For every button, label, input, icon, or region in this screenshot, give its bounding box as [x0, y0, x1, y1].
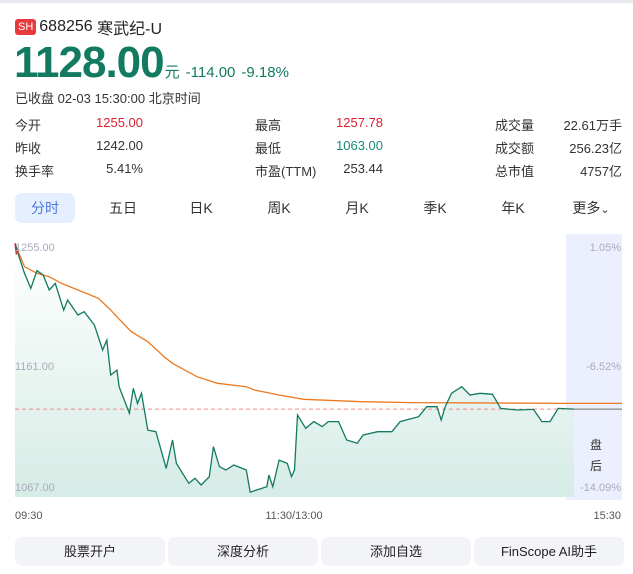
- open-account-button[interactable]: 股票开户: [15, 537, 165, 566]
- exchange-badge: SH: [15, 19, 37, 35]
- stat-value: 1255.00: [96, 115, 143, 130]
- chevron-down-icon: ⌄: [600, 204, 610, 216]
- price-change: -114.00: [185, 64, 236, 81]
- add-watchlist-button[interactable]: 添加自选: [321, 537, 471, 566]
- action-bar: 股票开户 深度分析 添加自选 FinScope AI助手: [15, 537, 624, 566]
- tab-7[interactable]: 更多⌄: [561, 193, 621, 223]
- pct-tick-label: -6.52%: [586, 361, 621, 373]
- period-tabs: 分时 五日 日K 周K 月K 季K 年K 更多⌄: [15, 193, 625, 223]
- stat-label: 成交额: [495, 141, 535, 156]
- stat-label: 市盈(TTM): [255, 164, 317, 179]
- pct-tick-label: 1.05%: [590, 242, 621, 254]
- tab-3[interactable]: 周K: [249, 193, 309, 223]
- stat-label: 最高: [255, 118, 282, 133]
- x-tick-label: 15:30: [593, 510, 621, 522]
- stat-value: 5.41%: [106, 161, 143, 176]
- price-block: 1128.00 元 -114.00 -9.18%: [14, 38, 289, 88]
- stat-label: 换手率: [15, 164, 55, 179]
- stat-value: 4757亿: [580, 164, 622, 179]
- tab-1[interactable]: 五日: [93, 193, 153, 223]
- y-tick-label: 1255.00: [15, 242, 55, 254]
- stat-value: 256.23亿: [569, 141, 622, 156]
- stat-value: 22.61万手: [563, 118, 622, 133]
- tab-0[interactable]: 分时: [15, 193, 75, 223]
- tab-6[interactable]: 年K: [483, 193, 543, 223]
- market-status: 已收盘 02-03 15:30:00 北京时间: [15, 91, 201, 106]
- price-change-pct: -9.18%: [241, 64, 289, 81]
- stat-value: 1257.78: [336, 115, 383, 130]
- stat-label: 今开: [15, 118, 42, 133]
- x-tick-label: 11:30/13:00: [265, 510, 322, 522]
- tab-label: 周K: [267, 200, 291, 216]
- after-hours-band: [566, 234, 622, 500]
- price-line: [14, 243, 575, 493]
- tab-label: 年K: [501, 200, 525, 216]
- after-hours-label: 后: [590, 459, 602, 473]
- stat-value: 1242.00: [96, 138, 143, 153]
- after-hours-label: 盘: [590, 437, 602, 452]
- stock-code: 688256: [39, 18, 93, 35]
- tab-label: 五日: [109, 200, 137, 216]
- tab-2[interactable]: 日K: [171, 193, 231, 223]
- stat-value: 1063.00: [336, 138, 383, 153]
- deep-analysis-button[interactable]: 深度分析: [168, 537, 318, 566]
- stock-title: SH 688256 寒武纪-U: [15, 15, 162, 39]
- stat-label: 成交量: [495, 118, 535, 133]
- tab-label: 月K: [345, 200, 369, 216]
- average-price-line: [14, 243, 623, 405]
- y-tick-label: 1161.00: [15, 361, 54, 373]
- ai-assistant-button[interactable]: FinScope AI助手: [474, 537, 624, 566]
- x-tick-label: 09:30: [15, 510, 43, 522]
- tab-4[interactable]: 月K: [327, 193, 387, 223]
- current-price: 1128.00: [14, 38, 165, 87]
- tab-5[interactable]: 季K: [405, 193, 465, 223]
- tab-label: 日K: [189, 200, 213, 216]
- stat-label: 昨收: [15, 141, 42, 156]
- stock-name: 寒武纪-U: [97, 21, 163, 38]
- stat-label: 总市值: [495, 164, 535, 179]
- tab-label: 更多: [572, 200, 601, 216]
- price-area-fill: [15, 243, 574, 497]
- stat-label: 最低: [255, 141, 282, 156]
- intraday-chart: 1255.00 1161.00 1067.00 1.05% -6.52% -14.09% 0…: [14, 234, 623, 522]
- pct-tick-label: -14.09%: [580, 482, 621, 494]
- price-unit: 元: [164, 64, 180, 81]
- y-tick-label: 1067.00: [15, 482, 55, 494]
- stat-value: 253.44: [343, 161, 383, 176]
- tab-label: 季K: [423, 200, 447, 216]
- open-tick: [14, 243, 18, 255]
- top-border: [0, 0, 633, 3]
- tab-label: 分时: [31, 200, 59, 216]
